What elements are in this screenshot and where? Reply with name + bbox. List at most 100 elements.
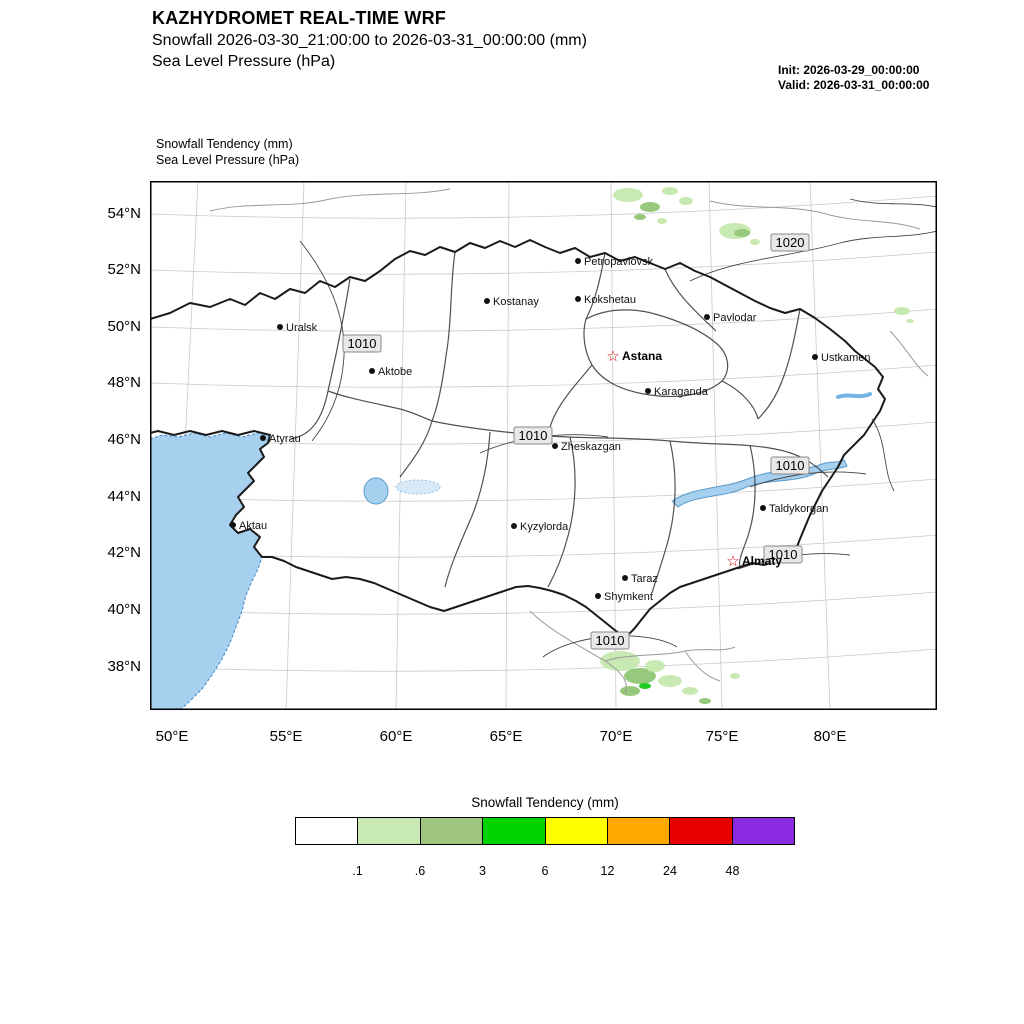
city-marker bbox=[369, 368, 375, 374]
cities: Petropavlovsk Kostanay Kokshetau Pavloda… bbox=[230, 256, 871, 603]
colorbar-tick-6: 48 bbox=[725, 864, 740, 878]
svg-text:Shymkent: Shymkent bbox=[604, 591, 653, 603]
colorbar-tick-1: .6 bbox=[414, 864, 426, 878]
city-marker bbox=[812, 354, 818, 360]
capital-star-icon: ☆ bbox=[606, 348, 619, 365]
city-kokshetau: Kokshetau bbox=[575, 294, 636, 306]
lat-tick-44n: 44°N bbox=[107, 488, 141, 505]
city-marker bbox=[575, 258, 581, 264]
graticule bbox=[149, 180, 938, 711]
city-aktau: Aktau bbox=[230, 520, 267, 532]
map-frame bbox=[150, 181, 937, 710]
lat-tick-48n: 48°N bbox=[107, 374, 141, 391]
lon-tick-65e: 65°E bbox=[489, 728, 523, 745]
svg-text:Aktobe: Aktobe bbox=[378, 366, 412, 378]
subtitle-pressure: Sea Level Pressure (hPa) bbox=[152, 53, 336, 70]
city-marker bbox=[484, 298, 490, 304]
lon-tick-55e: 55°E bbox=[269, 728, 303, 745]
city-taraz: Taraz bbox=[622, 573, 658, 585]
city-atyrau: Atyrau bbox=[260, 433, 301, 445]
colorbar-tick-0: .1 bbox=[352, 864, 363, 878]
pressure-label-1010-east: 1010 bbox=[770, 456, 810, 475]
svg-text:Astana: Astana bbox=[622, 349, 662, 363]
valid-time: Valid: 2026-03-31_00:00:00 bbox=[778, 78, 930, 92]
city-taldykorgan: Taldykorgan bbox=[760, 503, 828, 515]
map-canvas: 1020 1010 1010 1010 1010 1010 Petropavlo… bbox=[149, 180, 938, 711]
lat-tick-42n: 42°N bbox=[107, 544, 141, 561]
lat-tick-40n: 40°N bbox=[107, 601, 141, 618]
run-times: Init: 2026-03-29_00:00:00 Valid: 2026-03… bbox=[778, 63, 929, 93]
city-marker bbox=[260, 435, 266, 441]
city-pavlodar: Pavlodar bbox=[704, 312, 757, 324]
svg-text:1010: 1010 bbox=[519, 428, 548, 443]
lat-tick-38n: 38°N bbox=[107, 658, 141, 675]
colorbar-cell-1 bbox=[358, 818, 421, 844]
svg-text:1010: 1010 bbox=[776, 458, 805, 473]
pressure-label-1010-west: 1010 bbox=[342, 334, 382, 353]
city-kostanay: Kostanay bbox=[484, 296, 539, 308]
colorbar-cell-3 bbox=[483, 818, 546, 844]
colorbar bbox=[295, 817, 795, 845]
svg-text:Taraz: Taraz bbox=[631, 573, 658, 585]
colorbar-tick-2: 3 bbox=[479, 864, 486, 878]
city-marker bbox=[552, 443, 558, 449]
capital-astana: ☆ Astana bbox=[606, 348, 662, 365]
svg-text:1020: 1020 bbox=[776, 235, 805, 250]
region-borders bbox=[289, 251, 829, 594]
svg-text:Taldykorgan: Taldykorgan bbox=[769, 503, 828, 515]
lon-tick-70e: 70°E bbox=[599, 728, 633, 745]
svg-text:Zheskazgan: Zheskazgan bbox=[561, 441, 621, 453]
map-key-pressure: Sea Level Pressure (hPa) bbox=[156, 153, 300, 167]
colorbar-cell-4 bbox=[545, 818, 608, 844]
city-marker bbox=[230, 522, 236, 528]
colorbar-cell-2 bbox=[420, 818, 484, 844]
colorbar-tick-3: 6 bbox=[541, 864, 549, 878]
neighbor-borders bbox=[209, 188, 929, 694]
caspian-sea bbox=[149, 432, 271, 711]
map-key: Snowfall Tendency (mm) Sea Level Pressur… bbox=[156, 136, 299, 168]
city-shymkent: Shymkent bbox=[595, 591, 653, 603]
city-zheskazgan: Zheskazgan bbox=[552, 441, 621, 453]
lat-tick-54n: 54°N bbox=[107, 205, 141, 222]
lon-tick-60e: 60°E bbox=[379, 728, 413, 745]
svg-text:1010: 1010 bbox=[596, 633, 625, 648]
header: KAZHYDROMET REAL-TIME WRF Snowfall 2026-… bbox=[152, 8, 587, 71]
svg-text:Atyrau: Atyrau bbox=[269, 433, 301, 445]
svg-text:Almaty: Almaty bbox=[742, 554, 782, 568]
weather-map: 1020 1010 1010 1010 1010 1010 Petropavlo… bbox=[149, 180, 938, 711]
svg-text:Aktau: Aktau bbox=[239, 520, 267, 532]
colorbar-cell-7 bbox=[732, 818, 794, 844]
kazakhstan-border bbox=[149, 239, 886, 638]
city-uralsk: Uralsk bbox=[277, 322, 318, 334]
lat-tick-52n: 52°N bbox=[107, 261, 141, 278]
capital-star-icon: ☆ bbox=[726, 553, 739, 570]
city-petropavlovsk: Petropavlovsk bbox=[575, 256, 654, 268]
city-aktobe: Aktobe bbox=[369, 366, 412, 378]
svg-text:Kyzylorda: Kyzylorda bbox=[520, 521, 569, 533]
colorbar-cell-6 bbox=[670, 818, 733, 844]
colorbar-tick-5: 24 bbox=[663, 864, 677, 878]
city-marker bbox=[760, 505, 766, 511]
lat-tick-50n: 50°N bbox=[107, 318, 141, 335]
svg-text:Uralsk: Uralsk bbox=[286, 322, 318, 334]
city-marker bbox=[622, 575, 628, 581]
svg-text:Petropavlovsk: Petropavlovsk bbox=[584, 256, 654, 268]
map-key-snowfall: Snowfall Tendency (mm) bbox=[156, 137, 293, 151]
pressure-label-1010-southeast: 1010 bbox=[763, 545, 803, 564]
colorbar-title: Snowfall Tendency (mm) bbox=[471, 795, 619, 810]
lon-tick-75e: 75°E bbox=[705, 728, 739, 745]
city-karaganda: Karaganda bbox=[645, 386, 709, 398]
city-marker bbox=[277, 324, 283, 330]
aral-lakes bbox=[363, 477, 441, 505]
capital-almaty: ☆ Almaty bbox=[726, 553, 782, 570]
city-marker bbox=[575, 296, 581, 302]
city-marker bbox=[704, 314, 710, 320]
page-title: KAZHYDROMET REAL-TIME WRF bbox=[152, 8, 446, 28]
lat-tick-46n: 46°N bbox=[107, 431, 141, 448]
svg-text:Karaganda: Karaganda bbox=[654, 386, 709, 398]
init-time: Init: 2026-03-29_00:00:00 bbox=[778, 63, 920, 77]
colorbar-cell-5 bbox=[607, 818, 671, 844]
city-kyzylorda: Kyzylorda bbox=[511, 521, 569, 533]
lake-zaysan bbox=[836, 392, 872, 399]
lon-tick-80e: 80°E bbox=[813, 728, 847, 745]
